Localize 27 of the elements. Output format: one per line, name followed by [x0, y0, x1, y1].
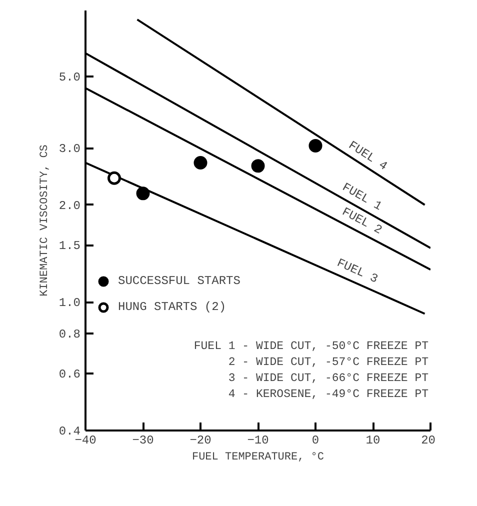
- point: [308, 138, 322, 152]
- x-tick-label: −20: [190, 434, 212, 448]
- x-tick-label: 20: [421, 434, 436, 448]
- y-tick-label: 1.5: [58, 239, 81, 254]
- y-axis-title: KINEMATIC VISCOSITY, CS: [38, 144, 51, 296]
- x-axis-title: FUEL TEMPERATURE, °C: [192, 452, 324, 464]
- x-tick-label: 10: [366, 434, 380, 448]
- x-tick-label: 0: [312, 434, 320, 448]
- x-tick-label: −10: [247, 434, 269, 448]
- y-tick-label: 0.8: [58, 327, 81, 342]
- point: [251, 159, 265, 173]
- point: [194, 156, 208, 170]
- point: [136, 186, 150, 200]
- annotation: 4 - KEROSENE, -49°C FREEZE PT: [228, 388, 429, 401]
- y-tick-label: 0.6: [58, 368, 81, 382]
- y-tick-label: 1.0: [58, 296, 81, 310]
- point: [108, 171, 121, 185]
- text: FUEL 3: [334, 256, 380, 286]
- legend-label: HUNG STARTS (2): [118, 300, 226, 314]
- annotation: 2 - WIDE CUT, -57°C FREEZE PT: [228, 356, 429, 369]
- legend-label: SUCCESSFUL STARTS: [118, 274, 240, 288]
- y-tick-label: 2.0: [58, 198, 81, 213]
- x-tick-label: −30: [132, 434, 154, 448]
- annotation: FUEL 1 - WIDE CUT, -50°C FREEZE PT: [194, 340, 429, 353]
- y-tick-label: 3.0: [58, 142, 81, 156]
- y-tick-label: 5.0: [58, 70, 81, 84]
- annotation: 3 - WIDE CUT, -66°C FREEZE PT: [228, 372, 429, 385]
